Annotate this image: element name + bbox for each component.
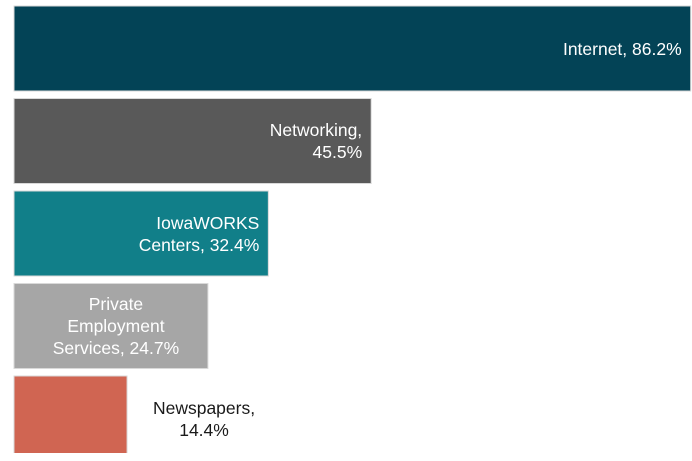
data-label-line: Centers, 32.4% xyxy=(138,234,260,255)
data-label-line: Employment xyxy=(67,316,165,336)
data-label-line: Networking, xyxy=(269,120,363,140)
bar-internet xyxy=(13,5,692,92)
data-label-newspapers: Newspapers, 14.4% xyxy=(129,376,279,461)
data-label-line: Newspapers, xyxy=(152,397,256,418)
data-label-line: IowaWORKS xyxy=(156,212,260,233)
bar-networking xyxy=(13,98,372,184)
data-label-networking: Networking, 45.5% xyxy=(14,99,362,184)
bar-newspapers xyxy=(13,375,128,453)
data-label-internet: Internet, 86.2% xyxy=(14,6,682,91)
bar-private-employment-services xyxy=(13,283,209,369)
data-label-private-employment-services: Private Employment Services, 24.7% xyxy=(14,284,218,369)
data-label-line: Internet, 86.2% xyxy=(562,38,682,59)
data-label-line: Services, 24.7% xyxy=(52,338,180,358)
data-label-line: 14.4% xyxy=(179,419,229,440)
bar-iowaworks-centers xyxy=(13,190,269,277)
data-label-line: Private xyxy=(88,294,144,314)
data-label-line: 45.5% xyxy=(312,142,363,162)
data-label-iowaworks-centers: IowaWORKS Centers, 32.4% xyxy=(14,191,260,276)
